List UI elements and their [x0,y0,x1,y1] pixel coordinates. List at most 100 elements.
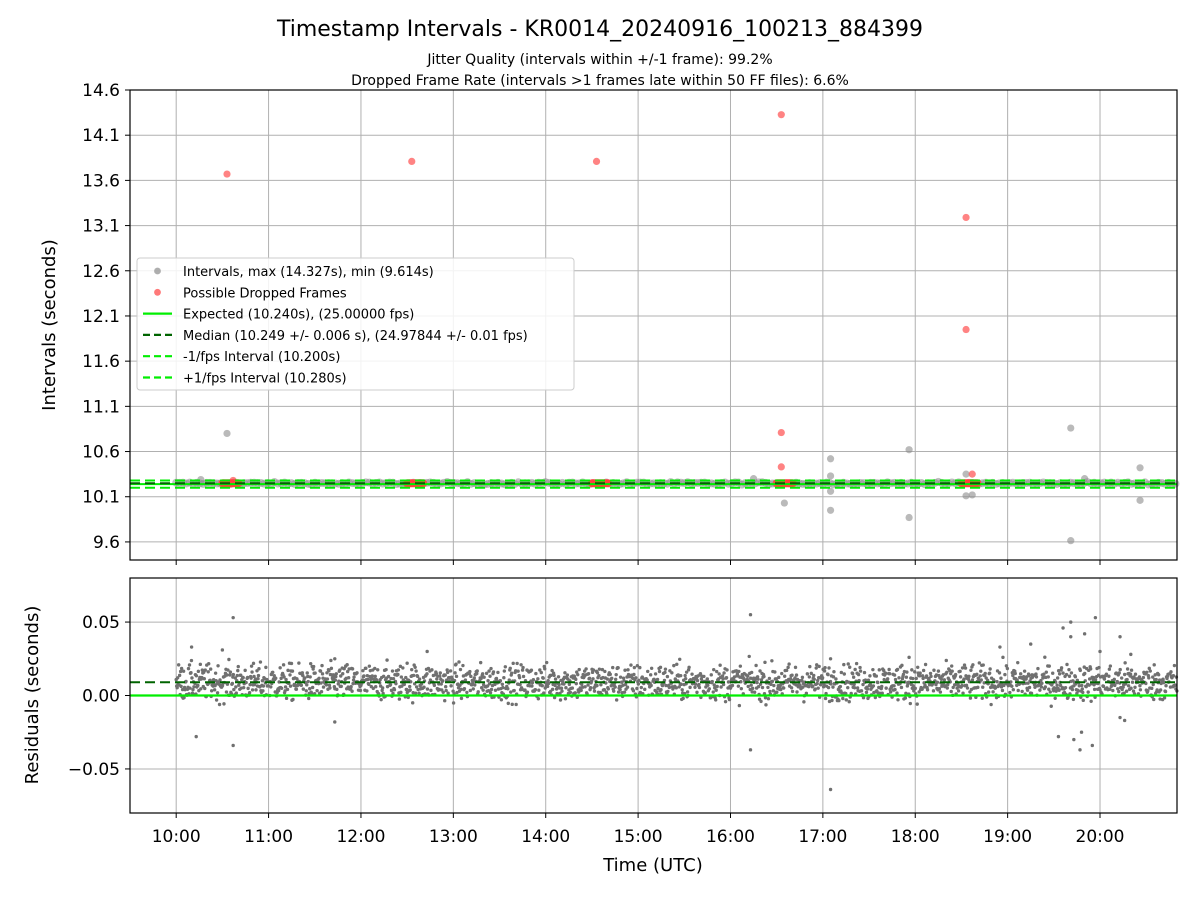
residual-point [274,676,278,680]
residual-point [916,665,920,670]
residual-point [958,675,963,679]
intervals-x-ticks [175,560,1101,565]
residual-point [558,691,562,696]
residual-point [756,677,760,681]
residual-point [703,691,708,695]
dropped-frame-point [777,111,785,119]
residual-point [782,674,787,678]
residual-point [379,697,383,702]
residual-point [540,684,544,688]
residual-point [923,662,928,667]
residual-point [574,677,578,682]
residual-point [1080,687,1084,691]
residual-point [683,676,688,681]
residual-point [446,691,450,695]
residual-point [684,670,689,674]
residual-point [545,660,549,665]
residual-point [338,668,342,672]
residual-point [1080,683,1084,688]
residual-point [249,676,253,680]
residual-point [325,677,330,681]
residual-point [772,683,776,688]
residual-point [855,686,860,690]
interval-outlier-point [826,487,835,495]
residual-point [876,680,880,685]
residual-point [960,683,964,688]
residual-point [1125,667,1130,671]
residual-point [830,698,834,703]
residual-point [999,676,1003,680]
residual-point [573,691,577,695]
residual-point [530,684,534,688]
residual-point [608,672,612,677]
residual-point [276,688,281,693]
residual-point [839,670,844,675]
residuals-y-tick-label: 0.05 [82,613,120,633]
residual-point [975,672,979,677]
residual-point [991,690,995,694]
residual-point [215,691,220,695]
residual-point [679,682,683,687]
residual-point [346,676,351,680]
residual-point [634,676,638,680]
residual-point [790,673,794,677]
residual-point [808,664,812,669]
x-tick-label: 17:00 [798,827,847,847]
residual-point [374,684,378,689]
residual-point [388,682,393,687]
residual-point [1013,671,1017,676]
residual-point [793,665,798,670]
residual-point [749,683,753,687]
legend-label-minus_fps: -1/fps Interval (10.200s) [183,350,340,365]
residual-point [893,687,897,692]
residual-point [1049,704,1053,708]
residual-point [365,689,369,693]
residual-point [1115,679,1119,684]
residual-point [712,667,716,672]
residual-point [632,665,637,670]
residual-point [568,690,573,695]
residual-point [496,670,500,675]
residual-outlier-point [1093,615,1098,620]
residual-point [1042,672,1046,676]
interval-outlier-point [826,472,835,480]
residual-point [801,685,805,689]
residual-outlier-point [194,734,198,739]
residual-point [234,685,238,689]
residual-point [248,682,252,687]
residual-point [488,674,492,678]
residual-point [408,684,412,689]
residual-point [1020,689,1024,694]
interval-outlier-point [826,455,835,463]
residual-point [616,690,621,694]
legend-box [136,257,575,391]
residual-point [591,677,595,681]
residual-point [525,690,530,694]
residual-point [904,675,909,679]
residual-point [868,682,873,687]
residual-point [550,687,555,692]
residual-point [1138,684,1142,688]
residual-point [534,671,538,676]
residual-outlier-point [189,645,194,649]
residual-point [458,667,463,672]
residual-point [294,687,299,691]
residual-point [499,698,504,702]
residuals-x-ticks: 10:00 11:00 12:00 13:00 14:00 15:00 16:00 17:00… [152,813,1125,847]
residual-point [410,701,415,705]
residual-point [831,675,836,679]
residual-point [677,685,681,689]
residual-point [179,666,184,671]
residual-point [1107,674,1111,678]
residual-outlier-point [220,648,225,652]
residual-point [364,666,368,670]
figure-subtitle-jitter: Jitter Quality (intervals within +/-1 fr… [426,52,772,68]
residual-point [848,665,852,669]
x-tick-label: 20:00 [1076,827,1125,847]
residual-point [236,664,240,669]
residual-point [800,675,805,680]
residual-point [1039,685,1044,689]
residual-point [454,662,458,666]
residual-point [415,674,420,679]
residual-point [1055,676,1060,680]
